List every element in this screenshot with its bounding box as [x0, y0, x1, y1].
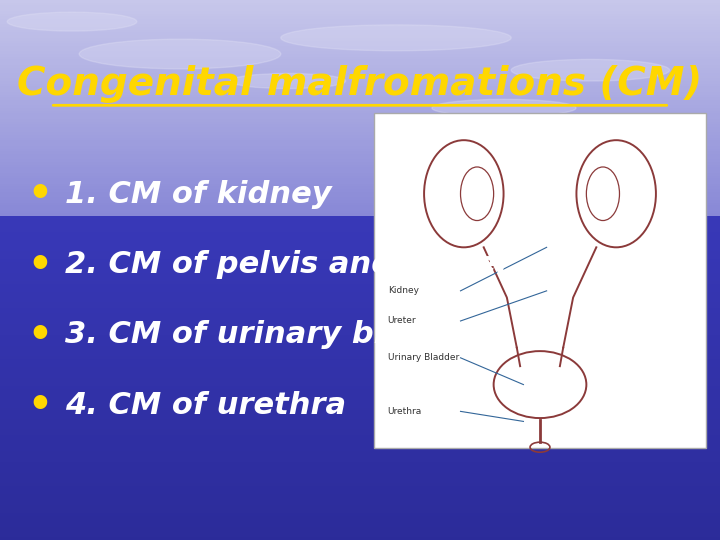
Text: 3. CM of urinary bladder: 3. CM of urinary bladder: [65, 320, 484, 349]
Text: Urinary Bladder: Urinary Bladder: [387, 353, 459, 362]
Text: 2. CM of pelvis and ureter: 2. CM of pelvis and ureter: [65, 250, 511, 279]
Text: •: •: [27, 316, 52, 354]
Ellipse shape: [230, 73, 346, 89]
Text: Urethra: Urethra: [387, 407, 422, 416]
Text: Congenital malfromations (CM): Congenital malfromations (CM): [17, 65, 703, 103]
Text: •: •: [27, 246, 52, 284]
Ellipse shape: [7, 12, 137, 31]
Ellipse shape: [79, 39, 281, 69]
Text: Kidney: Kidney: [387, 286, 418, 295]
Text: 1. CM of kidney: 1. CM of kidney: [65, 180, 331, 209]
Ellipse shape: [511, 59, 670, 81]
Text: •: •: [27, 386, 52, 424]
Ellipse shape: [281, 25, 511, 51]
Text: Ureter: Ureter: [387, 316, 416, 326]
FancyBboxPatch shape: [374, 113, 706, 448]
Ellipse shape: [432, 99, 576, 117]
Text: 4. CM of urethra: 4. CM of urethra: [65, 390, 346, 420]
Text: •: •: [27, 176, 52, 213]
